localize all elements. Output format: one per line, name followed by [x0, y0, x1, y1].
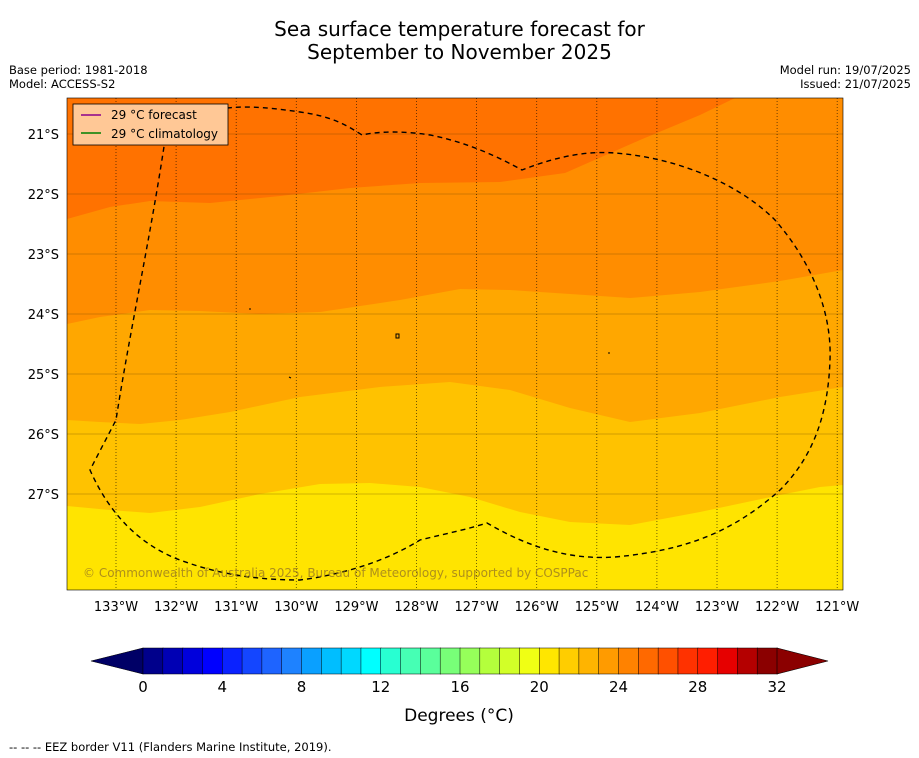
lon-label: 125°W [575, 600, 619, 615]
band-27-28 [67, 98, 735, 219]
colorbar-tick-label: 8 [297, 678, 307, 696]
colorbar-swatch [222, 647, 243, 675]
colorbar-swatch [340, 647, 362, 675]
colorbar-swatch [519, 647, 540, 675]
colorbar-swatch [697, 647, 719, 675]
model-run: Model run: 19/07/2025 [779, 63, 911, 77]
colorbar-swatch [598, 647, 620, 675]
colorbar-swatch [162, 647, 184, 675]
colorbar-swatch [281, 647, 303, 675]
lat-label: 26°S [28, 428, 59, 443]
colorbar-swatch [499, 647, 521, 675]
lat-label: 27°S [28, 488, 59, 503]
colorbar-swatch [439, 647, 461, 675]
colorbar-tick-label: 24 [609, 678, 628, 696]
lon-label: 127°W [455, 600, 499, 615]
lon-label: 132°W [154, 600, 198, 615]
colorbar-tick-label: 20 [530, 678, 549, 696]
colorbar-extend-high [776, 647, 829, 675]
latitude-labels: 21°S 22°S 23°S 24°S 25°S 26°S 27°S [28, 128, 59, 503]
model-name: Model: ACCESS-S2 [9, 77, 116, 91]
islands [249, 308, 610, 379]
lat-label: 22°S [28, 188, 59, 203]
colorbar-swatch [142, 647, 164, 675]
colorbar-label: Degrees (°C) [404, 706, 514, 726]
colorbar-tick-label: 32 [767, 678, 786, 696]
colorbar-swatch [380, 647, 402, 675]
colorbar-tick-label: 0 [138, 678, 148, 696]
colorbar: 0 4 8 12 16 20 24 28 32 Degrees (°C) [90, 647, 829, 726]
colorbar-swatch [241, 647, 263, 675]
colorbar-swatch [459, 647, 481, 675]
colorbar-swatch [618, 647, 640, 675]
colorbar-swatch [558, 647, 580, 675]
colorbar-swatch [420, 647, 441, 675]
footer-note: -- -- -- EEZ border V11 (Flanders Marine… [9, 740, 332, 754]
colorbar-swatch [677, 647, 699, 675]
colorbar-swatch [479, 647, 501, 675]
lon-label: 123°W [695, 600, 739, 615]
base-period: Base period: 1981-2018 [9, 63, 148, 77]
colorbar-swatch [717, 647, 739, 675]
meta-left: Base period: 1981-2018 Model: ACCESS-S2 [9, 63, 148, 91]
colorbar-swatch [578, 647, 600, 675]
colorbar-swatch [261, 647, 283, 675]
colorbar-extend-low [90, 647, 144, 675]
map-frame [66, 97, 844, 591]
colorbar-tick-label: 4 [217, 678, 227, 696]
lon-label: 128°W [394, 600, 438, 615]
legend-forecast-label: 29 °C forecast [111, 108, 197, 122]
colorbar-swatch [638, 647, 659, 675]
lon-label: 121°W [815, 600, 859, 615]
lon-label: 129°W [334, 600, 378, 615]
colorbar-swatch [657, 647, 679, 675]
colorbar-swatch [321, 647, 342, 675]
map-area: © Commonwealth of Australia 2025, Bureau… [67, 98, 843, 590]
map-figure: © Commonwealth of Australia 2025, Bureau… [28, 97, 860, 726]
title-line-2: September to November 2025 [307, 40, 612, 64]
lat-label: 25°S [28, 368, 59, 383]
lat-label: 23°S [28, 248, 59, 263]
colorbar-swatch [202, 647, 223, 675]
legend-box [72, 103, 229, 146]
meta-right: Model run: 19/07/2025 Issued: 21/07/2025 [780, 63, 911, 91]
colorbar-tick-label: 28 [688, 678, 707, 696]
copyright-notice: © Commonwealth of Australia 2025, Bureau… [83, 566, 588, 580]
issued-date: Issued: 21/07/2025 [800, 77, 911, 91]
lat-label: 24°S [28, 308, 59, 323]
colorbar-swatch [301, 647, 323, 675]
legend: 29 °C forecast 29 °C climatology [72, 103, 229, 146]
lon-label: 131°W [214, 600, 258, 615]
colorbar-swatch [756, 647, 778, 675]
lon-label: 122°W [755, 600, 799, 615]
colorbar-swatch [360, 647, 382, 675]
colorbar-tick-label: 16 [450, 678, 469, 696]
title-line-1: Sea surface temperature forecast for [274, 17, 645, 41]
lon-label: 130°W [274, 600, 318, 615]
longitude-labels: 133°W 132°W 131°W 130°W 129°W 128°W 127°W 126°W… [94, 600, 860, 615]
colorbar-swatch [400, 647, 422, 675]
lon-label: 126°W [515, 600, 559, 615]
lon-label: 124°W [635, 600, 679, 615]
map-title: Sea surface temperature forecast for Sep… [0, 18, 919, 64]
lat-label: 21°S [28, 128, 59, 143]
lon-label: 133°W [94, 600, 138, 615]
colorbar-tick-label: 12 [371, 678, 390, 696]
graticule [67, 98, 843, 590]
colorbar-swatch [737, 647, 758, 675]
legend-climatology-label: 29 °C climatology [111, 127, 218, 141]
colorbar-swatch [182, 647, 204, 675]
colorbar-swatch [539, 647, 560, 675]
